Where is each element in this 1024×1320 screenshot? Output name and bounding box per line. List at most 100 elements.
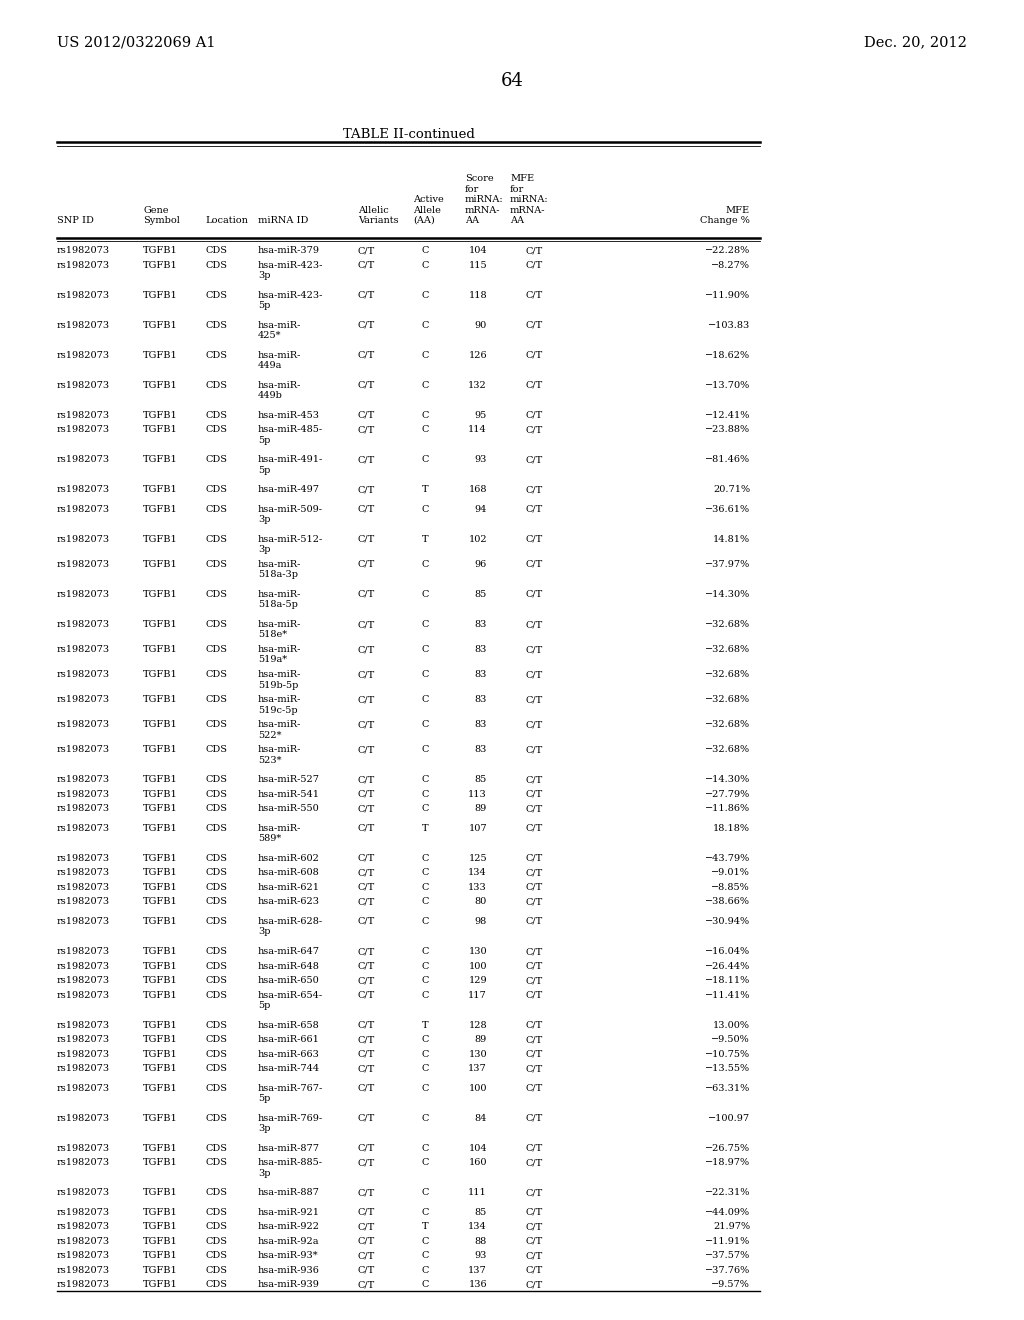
Text: C/T: C/T [358, 486, 375, 495]
Text: C: C [421, 721, 429, 729]
Text: SNP ID: SNP ID [57, 216, 94, 224]
Text: 130: 130 [468, 946, 487, 956]
Text: −30.94%: −30.94% [705, 917, 750, 925]
Text: −8.85%: −8.85% [712, 883, 750, 892]
Text: −37.57%: −37.57% [705, 1251, 750, 1261]
Text: TGFB1: TGFB1 [143, 1144, 178, 1152]
Text: rs1982073: rs1982073 [57, 645, 111, 655]
Text: C/T: C/T [525, 560, 543, 569]
Text: hsa-miR-379: hsa-miR-379 [258, 246, 319, 255]
Text: hsa-miR-509-
3p: hsa-miR-509- 3p [258, 504, 323, 524]
Text: C/T: C/T [525, 975, 543, 985]
Text: US 2012/0322069 A1: US 2012/0322069 A1 [57, 36, 215, 49]
Text: CDS: CDS [205, 1049, 227, 1059]
Text: hsa-miR-628-
3p: hsa-miR-628- 3p [258, 917, 324, 936]
Text: C: C [421, 789, 429, 799]
Text: TGFB1: TGFB1 [143, 380, 178, 389]
Text: 100: 100 [469, 1084, 487, 1093]
Text: rs1982073: rs1982073 [57, 411, 111, 420]
Text: C: C [421, 425, 429, 434]
Text: TGFB1: TGFB1 [143, 721, 178, 729]
Text: CDS: CDS [205, 804, 227, 813]
Text: C/T: C/T [358, 1035, 375, 1044]
Text: C/T: C/T [358, 411, 375, 420]
Text: C/T: C/T [358, 990, 375, 999]
Text: 93: 93 [475, 455, 487, 465]
Text: C/T: C/T [525, 351, 543, 359]
Text: C/T: C/T [525, 1266, 543, 1275]
Text: C/T: C/T [525, 990, 543, 999]
Text: Location: Location [205, 216, 248, 224]
Text: C: C [421, 1159, 429, 1167]
Text: C/T: C/T [358, 789, 375, 799]
Text: C/T: C/T [358, 1222, 375, 1232]
Text: CDS: CDS [205, 246, 227, 255]
Text: C/T: C/T [525, 721, 543, 729]
Text: Score
for
miRNA:
mRNA-
AA: Score for miRNA: mRNA- AA [465, 174, 504, 224]
Text: 126: 126 [468, 351, 487, 359]
Text: −11.90%: −11.90% [705, 290, 750, 300]
Text: −11.41%: −11.41% [705, 990, 750, 999]
Text: 100: 100 [469, 961, 487, 970]
Text: CDS: CDS [205, 425, 227, 434]
Text: −38.66%: −38.66% [705, 898, 750, 907]
Text: −32.68%: −32.68% [705, 746, 750, 754]
Text: hsa-miR-936: hsa-miR-936 [258, 1266, 319, 1275]
Text: TGFB1: TGFB1 [143, 671, 178, 678]
Text: C/T: C/T [358, 1208, 375, 1217]
Text: 111: 111 [468, 1188, 487, 1197]
Text: C/T: C/T [525, 535, 543, 544]
Text: hsa-miR-
449a: hsa-miR- 449a [258, 351, 301, 370]
Text: C/T: C/T [358, 775, 375, 784]
Text: 133: 133 [468, 883, 487, 892]
Text: C: C [421, 804, 429, 813]
Text: rs1982073: rs1982073 [57, 1280, 111, 1290]
Text: CDS: CDS [205, 645, 227, 655]
Text: C/T: C/T [358, 535, 375, 544]
Text: CDS: CDS [205, 535, 227, 544]
Text: CDS: CDS [205, 290, 227, 300]
Text: −18.97%: −18.97% [705, 1159, 750, 1167]
Text: rs1982073: rs1982073 [57, 1035, 111, 1044]
Text: 136: 136 [468, 1280, 487, 1290]
Text: C: C [421, 990, 429, 999]
Text: rs1982073: rs1982073 [57, 260, 111, 269]
Text: hsa-miR-648: hsa-miR-648 [258, 961, 319, 970]
Text: hsa-miR-93*: hsa-miR-93* [258, 1251, 318, 1261]
Text: hsa-miR-623: hsa-miR-623 [258, 898, 319, 907]
Text: TGFB1: TGFB1 [143, 854, 178, 863]
Text: 137: 137 [468, 1064, 487, 1073]
Text: TGFB1: TGFB1 [143, 411, 178, 420]
Text: C/T: C/T [358, 645, 375, 655]
Text: TGFB1: TGFB1 [143, 869, 178, 878]
Text: C: C [421, 1280, 429, 1290]
Text: 89: 89 [475, 1035, 487, 1044]
Text: 83: 83 [475, 671, 487, 678]
Text: C/T: C/T [525, 789, 543, 799]
Text: 168: 168 [469, 486, 487, 495]
Text: 13.00%: 13.00% [713, 1020, 750, 1030]
Text: hsa-miR-887: hsa-miR-887 [258, 1188, 319, 1197]
Text: C/T: C/T [358, 1188, 375, 1197]
Text: CDS: CDS [205, 824, 227, 833]
Text: TGFB1: TGFB1 [143, 590, 178, 599]
Text: C: C [421, 1084, 429, 1093]
Text: C/T: C/T [358, 975, 375, 985]
Text: C: C [421, 455, 429, 465]
Text: −11.86%: −11.86% [705, 804, 750, 813]
Text: C: C [421, 1188, 429, 1197]
Text: 128: 128 [468, 1020, 487, 1030]
Text: −100.97: −100.97 [708, 1114, 750, 1123]
Text: CDS: CDS [205, 1144, 227, 1152]
Text: C/T: C/T [525, 321, 543, 330]
Text: 83: 83 [475, 746, 487, 754]
Text: C/T: C/T [525, 1084, 543, 1093]
Text: C/T: C/T [525, 246, 543, 255]
Text: hsa-miR-550: hsa-miR-550 [258, 804, 319, 813]
Text: C/T: C/T [358, 1237, 375, 1246]
Text: −81.46%: −81.46% [705, 455, 750, 465]
Text: C/T: C/T [358, 1114, 375, 1123]
Text: 21.97%: 21.97% [713, 1222, 750, 1232]
Text: TGFB1: TGFB1 [143, 645, 178, 655]
Text: rs1982073: rs1982073 [57, 1159, 111, 1167]
